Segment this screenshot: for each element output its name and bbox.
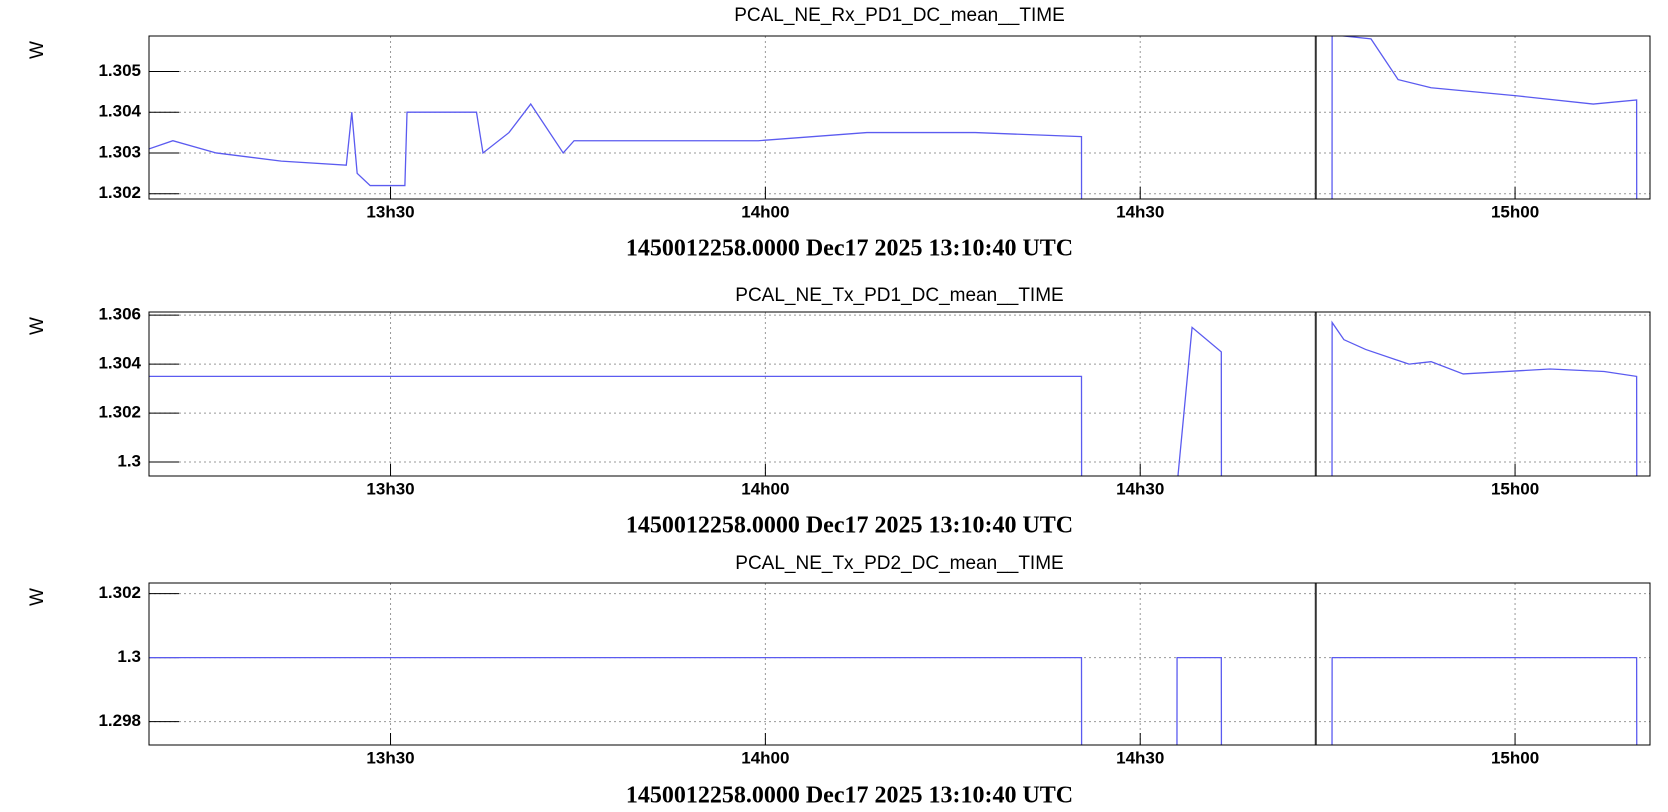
y-axis-label: W bbox=[27, 41, 48, 59]
y-axis-label: W bbox=[27, 317, 48, 335]
data-line bbox=[149, 320, 1638, 476]
x-tick-label: 15h00 bbox=[1491, 748, 1539, 767]
y-tick-label: 1.305 bbox=[98, 61, 141, 80]
x-tick-label: 13h30 bbox=[366, 202, 414, 221]
y-tick-label: 1.304 bbox=[98, 354, 141, 373]
y-tick-label: 1.306 bbox=[98, 305, 141, 324]
x-axis-label: 1450012258.0000 Dec17 2025 13:10:40 UTC bbox=[626, 783, 1073, 809]
y-tick-label: 1.298 bbox=[98, 711, 141, 730]
x-tick-label: 14h30 bbox=[1116, 479, 1164, 498]
plot-frame bbox=[148, 311, 1651, 477]
y-tick-label: 1.3 bbox=[117, 452, 141, 471]
y-axis-label: W bbox=[27, 588, 48, 606]
x-axis-label: 1450012258.0000 Dec17 2025 13:10:40 UTC bbox=[626, 513, 1073, 539]
chart-title: PCAL_NE_Tx_PD1_DC_mean__TIME bbox=[735, 285, 1063, 306]
y-tick-label: 1.302 bbox=[98, 583, 141, 602]
x-tick-label: 13h30 bbox=[366, 479, 414, 498]
x-tick-label: 15h00 bbox=[1491, 479, 1539, 498]
x-axis-label: 1450012258.0000 Dec17 2025 13:10:40 UTC bbox=[626, 236, 1073, 262]
y-tick-label: 1.302 bbox=[98, 183, 141, 202]
y-tick-label: 1.303 bbox=[98, 142, 141, 161]
y-tick-label: 1.3 bbox=[117, 647, 141, 666]
x-tick-label: 13h30 bbox=[366, 748, 414, 767]
y-tick-label: 1.304 bbox=[98, 102, 141, 121]
x-tick-label: 15h00 bbox=[1491, 202, 1539, 221]
x-tick-label: 14h00 bbox=[741, 479, 789, 498]
x-tick-label: 14h00 bbox=[741, 748, 789, 767]
plot-frame bbox=[148, 582, 1651, 746]
y-tick-label: 1.302 bbox=[98, 403, 141, 422]
data-line bbox=[149, 656, 1638, 745]
plot-frame bbox=[148, 35, 1651, 200]
chart-title: PCAL_NE_Tx_PD2_DC_mean__TIME bbox=[735, 553, 1063, 574]
x-tick-label: 14h30 bbox=[1116, 748, 1164, 767]
chart-title: PCAL_NE_Rx_PD1_DC_mean__TIME bbox=[734, 5, 1065, 26]
x-tick-label: 14h00 bbox=[741, 202, 789, 221]
x-tick-label: 14h30 bbox=[1116, 202, 1164, 221]
